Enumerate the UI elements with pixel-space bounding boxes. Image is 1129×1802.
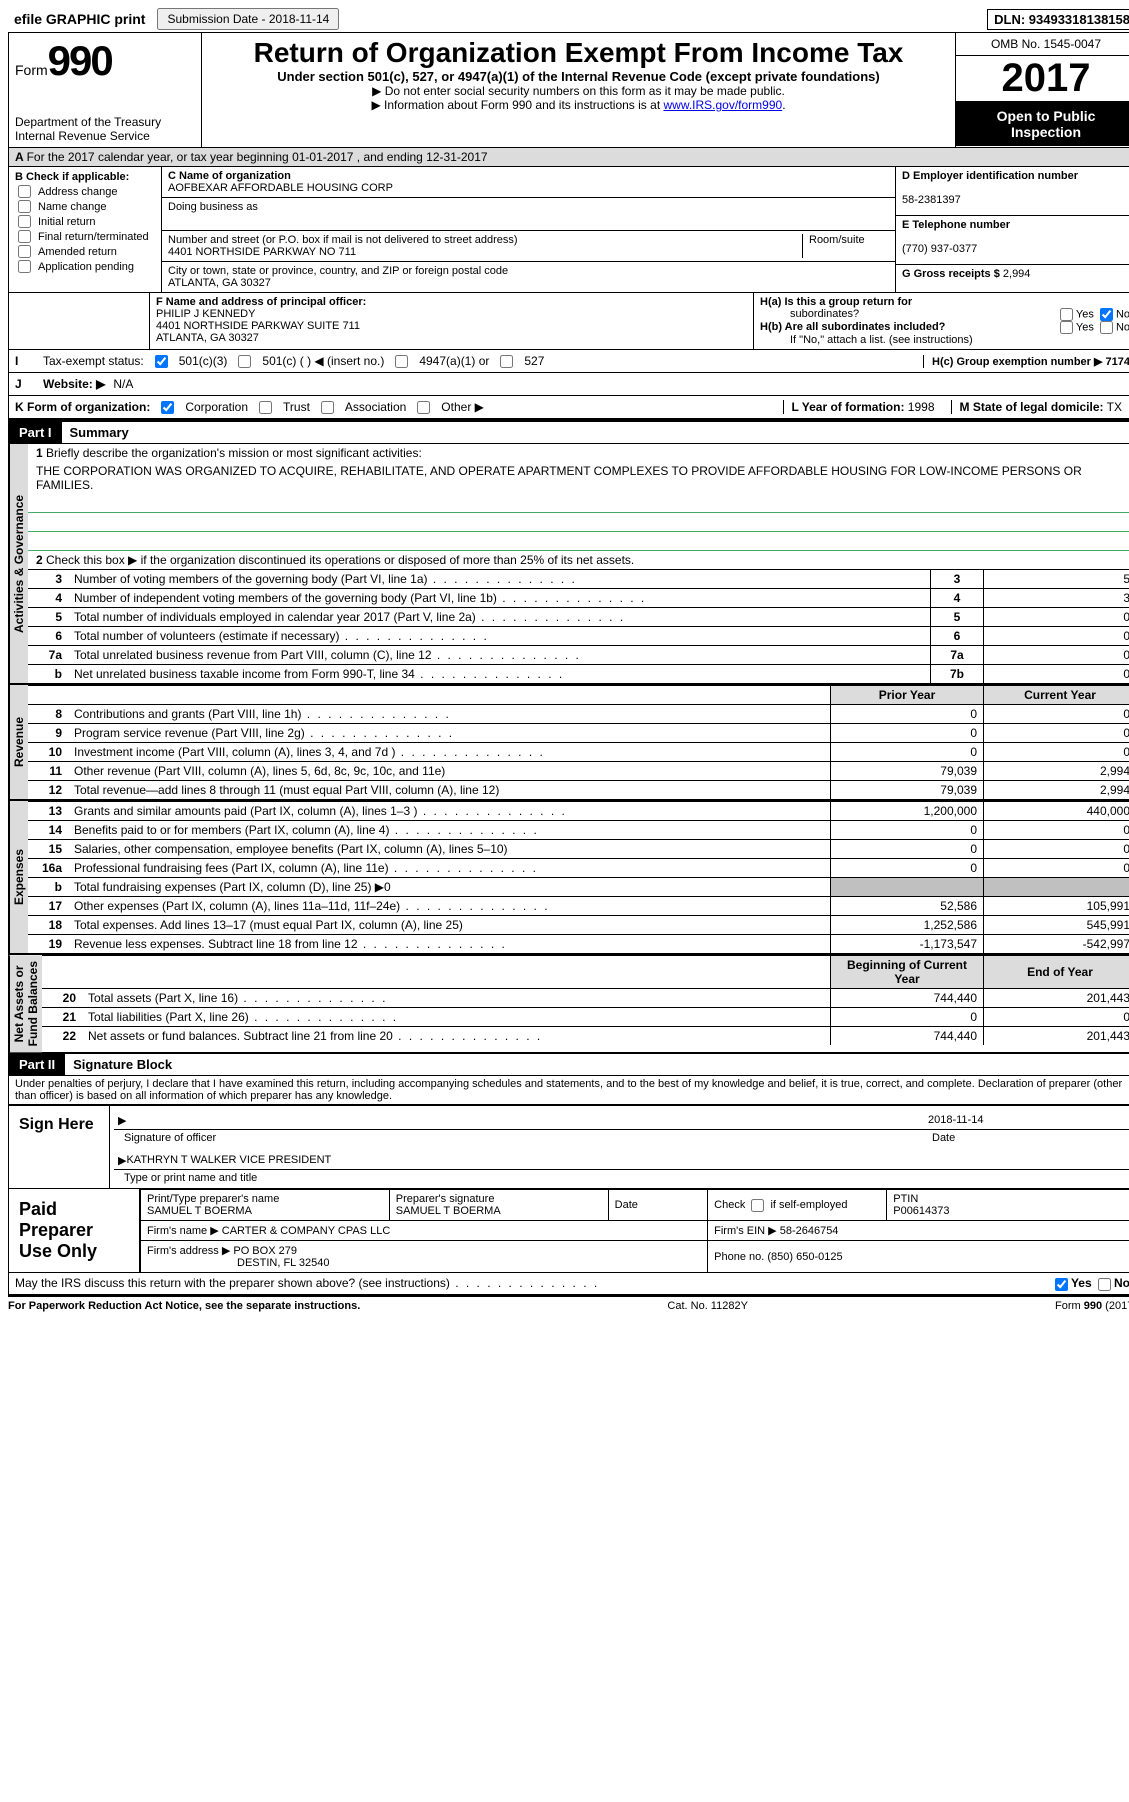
check-applicable-block: B Check if applicable: Address change Na… (9, 167, 162, 292)
submission-date-button[interactable]: Submission Date - 2018-11-14 (157, 8, 339, 30)
discontinued-label: Check this box ▶ if the organization dis… (46, 553, 634, 567)
website-value: N/A (113, 377, 133, 391)
application-pending-checkbox[interactable] (18, 260, 31, 273)
efile-label: efile GRAPHIC print (8, 9, 151, 29)
paid-preparer-label: Paid Preparer Use Only (9, 1189, 140, 1272)
corp-checkbox[interactable] (161, 401, 174, 414)
city-label: City or town, state or province, country… (168, 265, 508, 277)
form-id-block: Form990 Department of the Treasury Inter… (9, 33, 202, 147)
assoc-checkbox[interactable] (321, 401, 334, 414)
mission-text: THE CORPORATION WAS ORGANIZED TO ACQUIRE… (28, 462, 1129, 494)
expenses-table: 13Grants and similar amounts paid (Part … (28, 801, 1129, 953)
org-name: AOFBEXAR AFFORDABLE HOUSING CORP (168, 182, 393, 194)
subs-yes-checkbox[interactable] (1060, 321, 1073, 334)
initial-return-checkbox[interactable] (18, 215, 31, 228)
sig-date-label: Date (932, 1132, 1129, 1144)
street-value: 4401 NORTHSIDE PARKWAY NO 711 (168, 246, 356, 258)
ein-value: 58-2381397 (902, 194, 961, 206)
net-assets-label: Net Assets or Fund Balances (9, 955, 42, 1052)
officer-name: KATHRYN T WALKER VICE PRESIDENT (126, 1154, 331, 1167)
year-block: OMB No. 1545-0047 2017 Open to PublicIns… (955, 33, 1129, 147)
group-yes-checkbox[interactable] (1060, 308, 1073, 321)
501c-checkbox[interactable] (238, 355, 251, 368)
group-return-block: H(a) Is this a group return for subordin… (754, 293, 1129, 349)
mission-label: Briefly describe the organization's miss… (46, 446, 422, 460)
dba-label: Doing business as (168, 201, 258, 213)
activities-governance-label: Activities & Governance (9, 444, 28, 683)
city-value: ATLANTA, GA 30327 (168, 277, 271, 289)
net-assets-table: Beginning of Current YearEnd of Year 20T… (42, 955, 1129, 1045)
room-suite-label: Room/suite (802, 234, 889, 258)
name-change-checkbox[interactable] (18, 200, 31, 213)
website-label: Website: ▶ (43, 377, 105, 391)
other-checkbox[interactable] (417, 401, 430, 414)
sig-officer-label: Signature of officer (114, 1132, 932, 1144)
revenue-table: Prior YearCurrent Year 8Contributions an… (28, 685, 1129, 799)
final-return-checkbox[interactable] (18, 230, 31, 243)
penalty-text: Under penalties of perjury, I declare th… (9, 1076, 1129, 1104)
expenses-label: Expenses (9, 801, 28, 953)
pra-notice: For Paperwork Reduction Act Notice, see … (8, 1300, 360, 1312)
group-no-checkbox[interactable] (1100, 308, 1113, 321)
address-change-checkbox[interactable] (18, 185, 31, 198)
trust-checkbox[interactable] (259, 401, 272, 414)
subs-no-checkbox[interactable] (1100, 321, 1113, 334)
part1-label: Part I (9, 422, 62, 443)
tax-year-line: A For the 2017 calendar year, or tax yea… (9, 148, 1129, 167)
self-employed-checkbox[interactable] (751, 1199, 764, 1212)
form-footer: Form 990 (2017) (1055, 1300, 1129, 1312)
sign-here-label: Sign Here (9, 1106, 110, 1188)
form-org-label: K Form of organization: (15, 400, 150, 414)
discuss-yes-checkbox[interactable] (1055, 1278, 1068, 1291)
part2-label: Part II (9, 1054, 65, 1075)
tax-exempt-label: Tax-exempt status: (43, 354, 144, 368)
discuss-question: May the IRS discuss this return with the… (15, 1276, 599, 1290)
street-label: Number and street (or P.O. box if mail i… (168, 234, 518, 246)
type-name-label: Type or print name and title (114, 1172, 1129, 1184)
irs-link[interactable]: www.IRS.gov/form990 (663, 98, 782, 112)
gross-receipts-value: 2,994 (1003, 268, 1031, 280)
gross-receipts-label: G Gross receipts $ (902, 268, 1000, 280)
phone-label: E Telephone number (902, 219, 1010, 231)
part2-title: Signature Block (65, 1054, 180, 1075)
revenue-label: Revenue (9, 685, 28, 799)
4947-checkbox[interactable] (395, 355, 408, 368)
527-checkbox[interactable] (500, 355, 513, 368)
form-title-block: Return of Organization Exempt From Incom… (202, 33, 955, 147)
discuss-no-checkbox[interactable] (1098, 1278, 1111, 1291)
dln-label: DLN: 93493318138158 (987, 9, 1129, 30)
phone-value: (770) 937-0377 (902, 243, 977, 255)
ein-label: D Employer identification number (902, 170, 1078, 182)
cat-no: Cat. No. 11282Y (667, 1300, 748, 1312)
org-name-label: C Name of organization (168, 170, 291, 182)
amended-return-checkbox[interactable] (18, 245, 31, 258)
part1-title: Summary (62, 422, 137, 443)
preparer-table: Print/Type preparer's nameSAMUEL T BOERM… (140, 1189, 1129, 1272)
501c3-checkbox[interactable] (155, 355, 168, 368)
governance-table: 3Number of voting members of the governi… (28, 569, 1129, 683)
principal-officer-block: F Name and address of principal officer:… (150, 293, 754, 349)
